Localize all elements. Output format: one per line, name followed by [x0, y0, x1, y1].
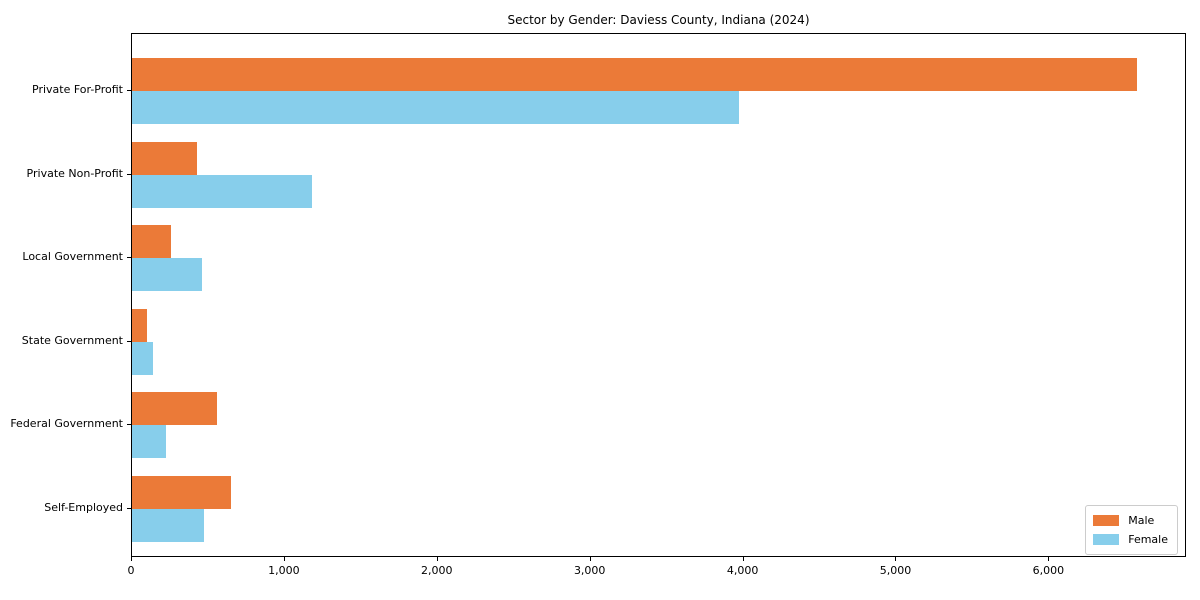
x-tick-label: 4,000: [726, 564, 759, 577]
legend-label-male: Male: [1128, 514, 1155, 527]
male-color-swatch: [1093, 515, 1120, 526]
x-tick-label: 0: [127, 564, 135, 577]
x-tick-mark: [131, 557, 132, 561]
legend-label-female: Female: [1128, 533, 1168, 546]
x-tick-label: 3,000: [573, 564, 606, 577]
x-tick-mark: [283, 557, 285, 561]
bar-male-5: [132, 392, 217, 426]
bar-male-6: [132, 476, 231, 509]
bar-female-2: [132, 174, 312, 208]
y-tick-mark: [127, 257, 131, 259]
legend-entry-female: Female: [1093, 530, 1168, 549]
bar-male-1: [132, 58, 1137, 91]
x-tick-mark: [895, 557, 897, 561]
category-label: Private Non-Profit: [26, 166, 123, 180]
bar-female-5: [132, 425, 166, 459]
female-color-swatch: [1093, 534, 1120, 545]
category-label: Self-Employed: [44, 501, 123, 514]
x-tick-mark: [436, 557, 438, 561]
category-label: State Government: [21, 333, 123, 347]
category-label: Federal Government: [10, 417, 123, 431]
y-tick-mark: [127, 90, 131, 91]
category-label: Local Government: [22, 250, 123, 264]
chart-title: Sector by Gender: Daviess County, Indian…: [507, 13, 810, 27]
x-tick-mark: [742, 557, 744, 561]
x-tick-label: 6,000: [1032, 564, 1065, 577]
bar-male-2: [132, 141, 197, 175]
bar-male-3: [132, 225, 171, 259]
y-tick-mark: [127, 340, 131, 342]
x-tick-mark: [1048, 557, 1050, 561]
y-tick-mark: [127, 508, 131, 509]
category-label: Private For-Profit: [32, 83, 123, 96]
bar-female-6: [132, 509, 204, 542]
bar-male-4: [132, 308, 147, 342]
bar-female-1: [132, 91, 739, 124]
plot-area: [131, 33, 1186, 557]
legend-entry-male: Male: [1093, 511, 1168, 530]
x-tick-label: 1,000: [268, 564, 300, 577]
legend: Male Female: [1085, 505, 1178, 555]
y-tick-mark: [127, 424, 131, 426]
x-tick-mark: [589, 557, 591, 561]
x-tick-label: 5,000: [879, 564, 912, 577]
bar-female-4: [132, 341, 153, 375]
y-tick-mark: [127, 173, 131, 175]
bar-female-3: [132, 258, 202, 292]
x-tick-label: 2,000: [421, 564, 453, 577]
